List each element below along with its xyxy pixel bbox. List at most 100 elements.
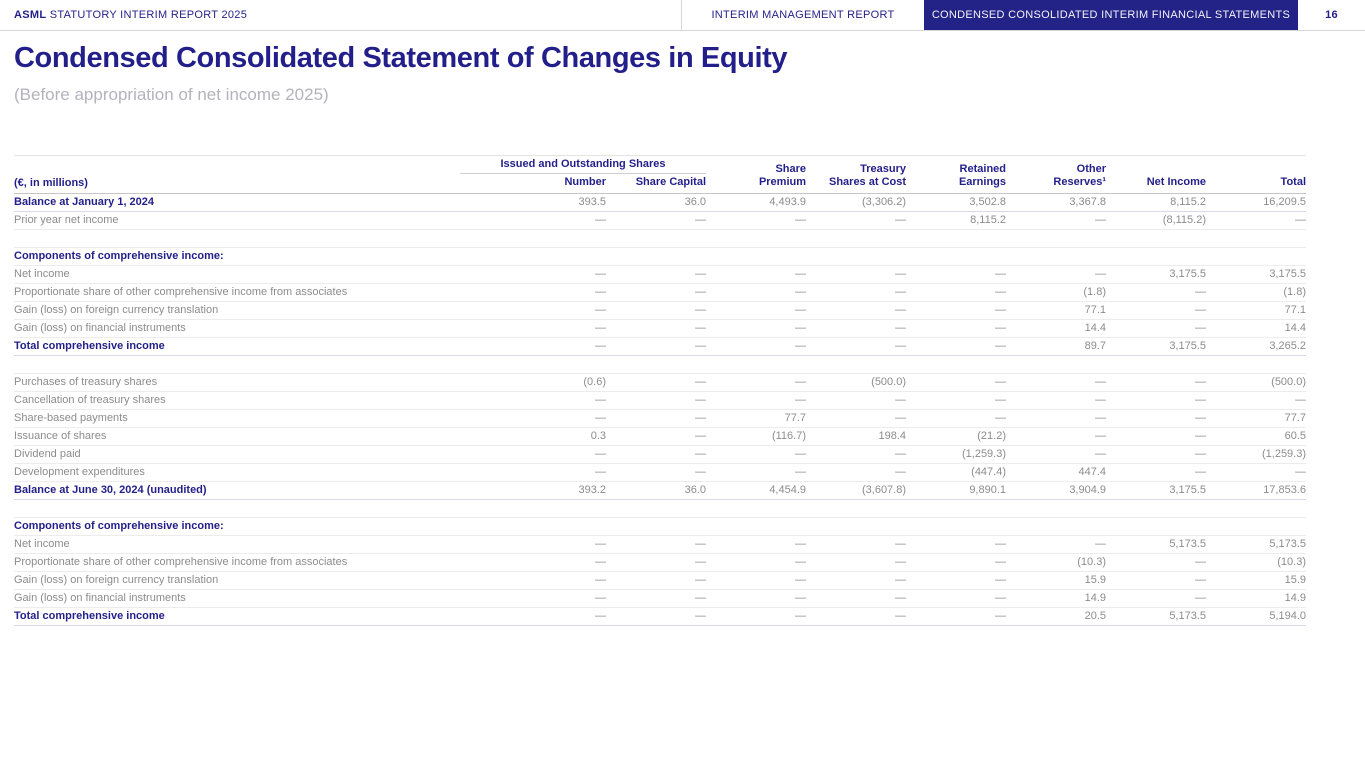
cell-value: — [1106,445,1207,464]
cell-value: 4,493.9 [706,193,807,212]
cell-value: — [1106,427,1207,446]
cell-value: — [1106,319,1207,338]
cell-value [806,229,907,248]
cell-value: 393.2 [460,481,606,500]
spacer-row [14,499,1307,518]
tab-condensed-consolidated-interim-financial-statements[interactable]: CONDENSED CONSOLIDATED INTERIM FINANCIAL… [924,0,1298,30]
column-header-retained-earnings: Retained Earnings [906,155,1007,194]
row-label: Gain (loss) on financial instruments [14,589,460,608]
cell-value: — [1106,553,1207,572]
cell-value: 77.7 [1206,409,1307,428]
cell-value: — [1006,427,1107,446]
row-label: Cancellation of treasury shares [14,391,460,410]
row-label: Dividend paid [14,445,460,464]
row-label [14,355,460,374]
row-label: Total comprehensive income [14,607,460,626]
cell-value: 0.3 [460,427,606,446]
cell-value: — [706,571,807,590]
cell-value: — [1106,283,1207,302]
cell-value [1206,517,1307,536]
table-row: Net income — — — — — —5,173.5 5,173.5 [14,535,1307,554]
statement-of-changes-in-equity-table: (€, in millions) Issued and Outstanding … [14,155,1307,626]
cell-value: — [906,553,1007,572]
cell-value: (3,306.2) [806,193,907,212]
cell-value: 8,115.2 [906,211,1007,230]
table-row: Development expenditures — — — — (447.4) 447.4… [14,463,1307,482]
cell-value: — [460,301,606,320]
cell-value [1006,355,1107,374]
row-label: Development expenditures [14,463,460,482]
header-row-columns: Number Share Capital [14,173,1306,194]
cell-value: 14.4 [1006,319,1107,338]
cell-value: — [806,445,907,464]
cell-value: — [606,373,707,392]
page-number: 16 [1325,9,1338,21]
cell-value: — [606,265,707,284]
cell-value: (1.8) [1006,283,1107,302]
header-row-groups: (€, in millions) Issued and Outstanding … [14,155,1307,194]
cell-value [906,499,1007,518]
cell-value: — [460,445,606,464]
cell-value: — [1006,445,1107,464]
row-label: Balance at January 1, 2024 [14,193,460,212]
cell-value: — [706,283,807,302]
cell-value: 36.0 [606,481,707,500]
cell-value: — [706,445,807,464]
column-header-share-capital: Share Capital [606,173,707,194]
cell-value [806,517,907,536]
column-header-number: Number [460,173,606,194]
cell-value: 15.9 [1006,571,1107,590]
table-row: Prior year net income — — — —8,115.2— (8,115.… [14,211,1307,230]
cell-value: — [806,301,907,320]
cell-value: — [806,607,907,626]
equity-table-head: (€, in millions) Issued and Outstanding … [14,155,1307,194]
tab-interim-management-report[interactable]: INTERIM MANAGEMENT REPORT [682,0,924,30]
equity-table-body: Balance at January 1, 2024 393.5 36.0 4,493… [14,193,1307,626]
table-row: Gain (loss) on foreign currency translat… [14,301,1307,320]
cell-value [906,517,1007,536]
cell-value [606,229,707,248]
cell-value [906,355,1007,374]
cell-value [460,499,606,518]
cell-value: (500.0) [806,373,907,392]
spacer-row [14,355,1307,374]
cell-value [1106,229,1207,248]
row-label: Components of comprehensive income: [14,517,460,536]
cell-value: (21.2) [906,427,1007,446]
cell-value: — [1106,373,1207,392]
cell-value [1206,499,1307,518]
cell-value: (1,259.3) [906,445,1007,464]
column-header-treasury-shares-at-cost: Treasury Shares at Cost [806,155,907,194]
spacer-row [14,229,1307,248]
cell-value: (0.6) [460,373,606,392]
cell-value: — [906,373,1007,392]
tab-interim-management-report-label: INTERIM MANAGEMENT REPORT [711,9,895,21]
row-label: Issuance of shares [14,427,460,446]
cell-value: — [606,553,707,572]
cell-value: — [606,571,707,590]
row-label: Prior year net income [14,211,460,230]
cell-value: 3,502.8 [906,193,1007,212]
cell-value: — [460,283,606,302]
cell-value: 15.9 [1206,571,1307,590]
cell-value: 5,173.5 [1106,535,1207,554]
cell-value: — [706,265,807,284]
cell-value: 8,115.2 [1106,193,1207,212]
cell-value: — [906,319,1007,338]
cell-value: — [460,319,606,338]
cell-value: — [606,463,707,482]
cell-value: — [460,571,606,590]
section-header-row: Components of comprehensive income: [14,247,1307,266]
table-row: Share-based payments — —77.7— — — —77.7 [14,409,1307,428]
cell-value: — [1106,463,1207,482]
cell-value: (1,259.3) [1206,445,1307,464]
cell-value: — [1206,391,1307,410]
cell-value: 16,209.5 [1206,193,1307,212]
cell-value: — [1106,409,1207,428]
cell-value: — [806,211,907,230]
table-row: Balance at January 1, 2024 393.5 36.0 4,493… [14,193,1307,212]
cell-value: — [806,571,907,590]
cell-value: 14.9 [1006,589,1107,608]
table-row: Net income — — — — — —3,175.5 3,175.5 [14,265,1307,284]
row-label: Components of comprehensive income: [14,247,460,266]
